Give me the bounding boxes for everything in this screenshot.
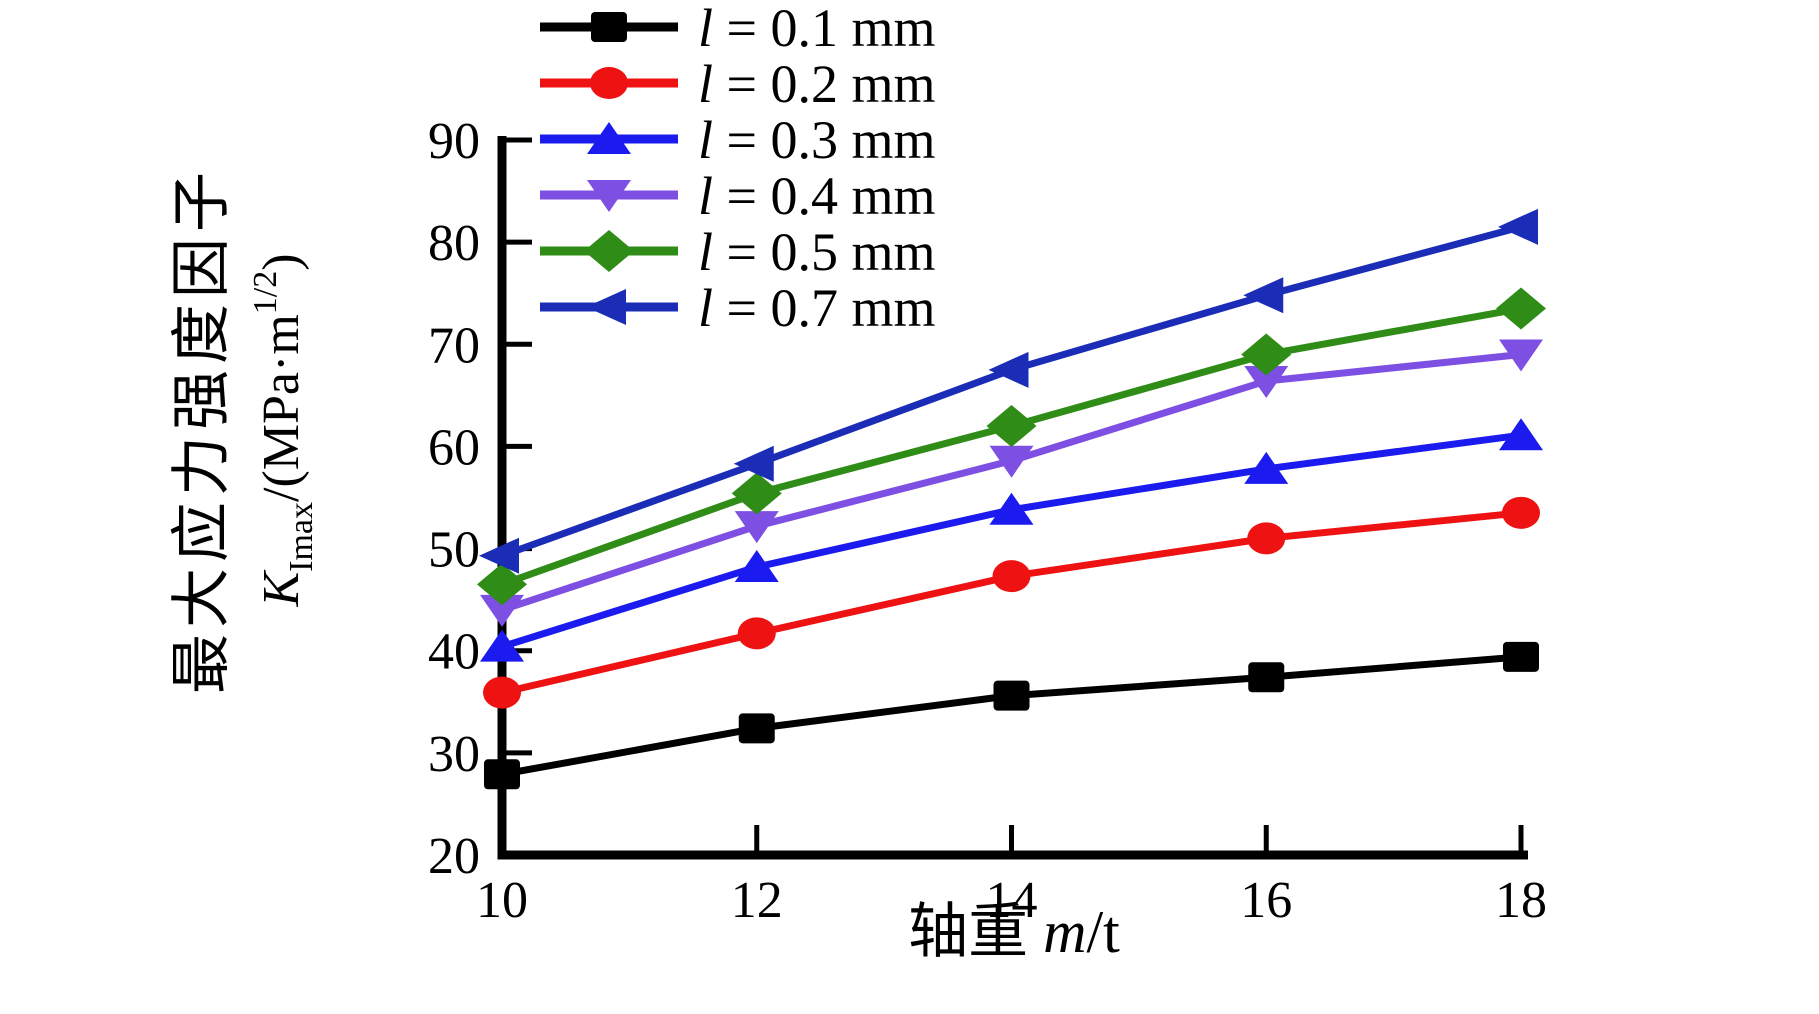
legend-marker-triangle-up-icon xyxy=(587,122,631,154)
data-point-marker xyxy=(1499,339,1543,372)
legend-item: l = 0.4 mm xyxy=(540,166,935,226)
legend-label-var: l xyxy=(698,278,713,338)
data-point-marker xyxy=(477,563,527,606)
data-point-marker xyxy=(734,511,779,544)
series-2 xyxy=(483,496,1540,709)
y-axis-label-cn: 最大应力强度因子 xyxy=(169,166,235,694)
y-tick-label: 40 xyxy=(428,624,480,681)
data-point-marker xyxy=(1247,522,1286,555)
data-point-marker xyxy=(484,759,520,790)
data-point-marker xyxy=(989,492,1034,525)
series-6 xyxy=(479,208,1538,574)
legend-item: l = 0.7 mm xyxy=(540,278,935,338)
legend-label-var: l xyxy=(698,54,713,114)
legend-label-var: l xyxy=(698,0,713,58)
y-axis-label-formula: KImax/(MPa·m1/2) xyxy=(247,253,320,607)
y-tick-label: 80 xyxy=(428,215,480,272)
series-1 xyxy=(484,641,1539,790)
data-point-marker xyxy=(734,549,779,582)
y-tick-label: 70 xyxy=(428,317,480,374)
data-point-marker xyxy=(1496,287,1546,330)
data-point-marker xyxy=(992,560,1031,593)
data-point-marker xyxy=(1503,641,1539,672)
data-point-marker xyxy=(986,405,1037,447)
legend-label-rest: = 0.7 mm xyxy=(713,278,935,338)
legend-label: l = 0.3 mm xyxy=(698,110,935,170)
x-label-prefix: 轴重 xyxy=(908,899,1043,965)
x-tick-label: 14 xyxy=(986,872,1038,929)
data-point-marker xyxy=(479,537,519,574)
legend-label: l = 0.2 mm xyxy=(698,54,935,114)
x-tick-label: 18 xyxy=(1495,872,1547,929)
data-point-marker xyxy=(1244,366,1289,399)
legend-label: l = 0.4 mm xyxy=(698,166,935,226)
legend-marker-square-icon xyxy=(591,12,627,42)
y-tick-label: 90 xyxy=(428,113,480,170)
data-point-marker xyxy=(1243,277,1284,314)
data-point-marker xyxy=(480,594,524,627)
x-axis-label: 轴重 m/t xyxy=(908,899,1120,965)
legend-label-var: l xyxy=(698,166,713,226)
data-point-marker xyxy=(988,351,1029,388)
data-point-marker xyxy=(989,445,1034,478)
legend-item: l = 0.3 mm xyxy=(540,110,935,170)
data-point-marker xyxy=(731,472,782,515)
data-point-marker xyxy=(1502,496,1540,529)
data-point-marker xyxy=(1244,451,1289,484)
legend-marker-triangle-down-icon xyxy=(587,180,631,212)
y-tick-label: 60 xyxy=(428,419,480,476)
legend-label: l = 0.5 mm xyxy=(698,222,935,282)
legend-item: l = 0.2 mm xyxy=(540,54,935,114)
y-tick-label: 50 xyxy=(428,522,480,579)
x-label-suffix: /t xyxy=(1087,899,1121,965)
legend-label-rest: = 0.1 mm xyxy=(713,0,935,58)
series-4 xyxy=(480,339,1543,627)
legend-label-rest: = 0.2 mm xyxy=(713,54,935,114)
data-point-marker xyxy=(480,629,524,662)
data-point-marker xyxy=(1499,418,1543,451)
y-tick-label: 30 xyxy=(428,726,480,783)
legend-marker-diamond-icon xyxy=(584,230,634,272)
legend-marker-circle-icon xyxy=(590,67,628,99)
legend-item: l = 0.5 mm xyxy=(540,222,935,282)
legend: l = 0.1 mml = 0.2 mml = 0.3 mml = 0.4 mm… xyxy=(540,0,935,338)
data-point-marker xyxy=(993,680,1030,711)
legend-item: l = 0.1 mm xyxy=(540,0,935,58)
series-line xyxy=(501,653,1522,778)
series-5 xyxy=(477,287,1546,606)
series-3 xyxy=(480,418,1543,662)
legend-label-var: l xyxy=(698,110,713,170)
formula-close: ) xyxy=(253,253,310,270)
data-point-marker xyxy=(738,713,775,744)
legend-label-rest: = 0.5 mm xyxy=(713,222,935,282)
data-point-marker xyxy=(1498,208,1538,245)
x-tick-label: 12 xyxy=(731,872,783,929)
data-point-marker xyxy=(737,617,776,650)
data-point-marker xyxy=(1248,662,1285,693)
data-point-marker xyxy=(733,445,774,482)
legend-label: l = 0.1 mm xyxy=(698,0,935,58)
formula-mid: /(MPa·m xyxy=(253,314,310,502)
legend-label-rest: = 0.4 mm xyxy=(713,166,935,226)
formula-subscript: Imax xyxy=(283,502,320,572)
legend-label-var: l xyxy=(698,222,713,282)
x-tick-label: 10 xyxy=(476,872,528,929)
x-label-var: m xyxy=(1043,899,1086,965)
data-point-marker xyxy=(1241,333,1292,376)
legend-label: l = 0.7 mm xyxy=(698,278,935,338)
legend-marker-triangle-left-icon xyxy=(586,289,626,325)
formula-K: K xyxy=(253,570,310,608)
y-tick-label: 20 xyxy=(428,828,480,885)
formula-superscript: 1/2 xyxy=(247,271,284,314)
x-tick-label: 16 xyxy=(1240,872,1292,929)
legend-label-rest: = 0.3 mm xyxy=(713,110,935,170)
data-point-marker xyxy=(483,676,521,709)
